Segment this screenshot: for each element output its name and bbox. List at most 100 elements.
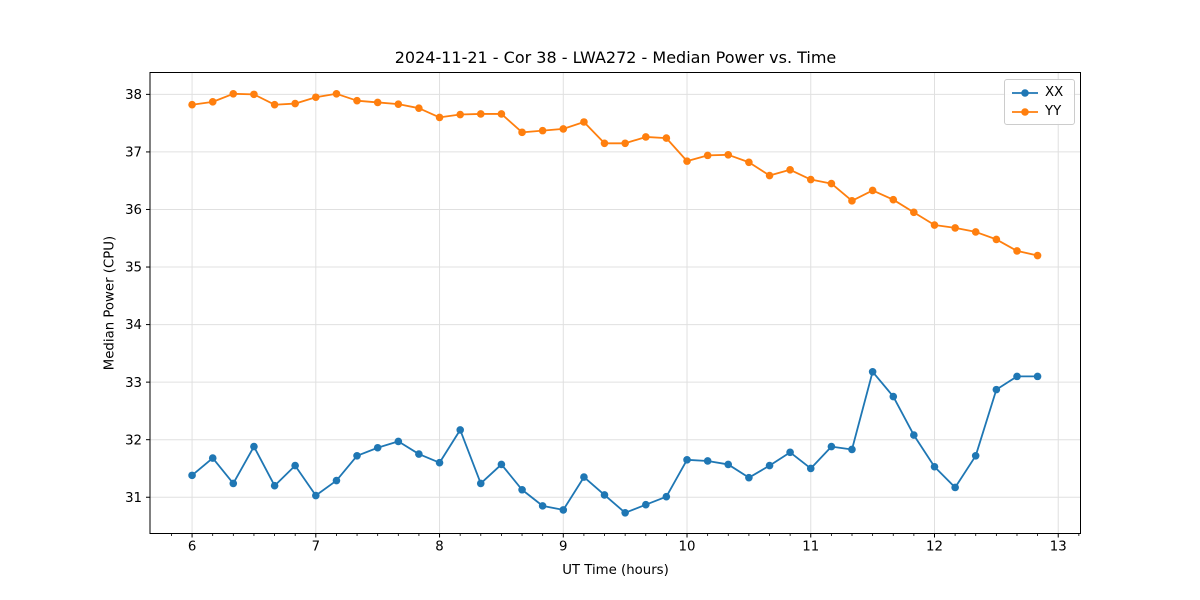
series-xx-point — [848, 445, 856, 454]
series-yy-point — [910, 208, 918, 217]
series-xx-point — [332, 476, 341, 485]
y-tick-label: 33 — [125, 376, 142, 391]
series-yy-point — [806, 175, 815, 184]
x-tick-label: 11 — [802, 539, 819, 554]
series-yy-point — [559, 125, 568, 133]
legend-item-yy: YY — [1011, 103, 1067, 120]
x-tick-label: 9 — [559, 539, 567, 554]
y-tick-label: 37 — [125, 146, 142, 161]
series-xx-point — [951, 483, 959, 492]
series-xx-point — [456, 426, 465, 434]
series-yy-point — [951, 224, 959, 232]
series-xx-line — [191, 370, 1039, 514]
series-xx-point — [600, 491, 609, 499]
series-yy-point — [332, 89, 341, 98]
series-xx-point — [827, 442, 836, 451]
series-yy-point — [621, 139, 629, 148]
x-tick-label: 13 — [1050, 539, 1067, 554]
series-xx-point — [889, 392, 898, 401]
series-xx-point — [208, 454, 217, 462]
series-yy-point — [188, 100, 196, 109]
chart-title: 2024-11-21 - Cor 38 - LWA272 - Median Po… — [394, 48, 837, 67]
series-yy-point — [435, 113, 444, 122]
series-xx-point — [373, 443, 382, 452]
series-xx-point — [580, 473, 588, 481]
series-xx-point — [250, 442, 258, 451]
legend-item-xx: XX — [1011, 84, 1067, 101]
series-yy-point — [662, 134, 671, 142]
series-yy-point — [745, 158, 753, 167]
series-yy-point — [724, 151, 733, 159]
legend-swatch-yy-icon — [1012, 107, 1038, 116]
series-xx-point — [662, 492, 671, 501]
series-yy-point — [373, 98, 382, 107]
series-yy-point — [580, 118, 588, 126]
series-yy-point — [229, 89, 238, 98]
series-yy-point — [889, 195, 898, 204]
series-yy-point — [518, 128, 526, 137]
series-yy-point — [353, 96, 361, 105]
y-axis-label: Median Power (CPU) — [102, 235, 118, 371]
series-yy-point — [291, 99, 299, 108]
series-xx-point — [415, 450, 423, 458]
series-xx-point — [683, 456, 691, 464]
series-yy-point — [476, 110, 485, 118]
legend-label-xx: XX — [1045, 85, 1064, 100]
series-xx-point — [745, 473, 753, 482]
y-tick-label: 34 — [125, 318, 142, 333]
series-yy-point — [868, 186, 877, 195]
series-xx-point — [868, 367, 877, 376]
series-yy-point — [497, 110, 506, 118]
series-yy-point — [971, 228, 980, 236]
series-yy-point — [270, 100, 279, 109]
series-xx-point — [291, 461, 299, 470]
series-xx-point — [621, 508, 629, 517]
series-xx-point — [992, 385, 1001, 394]
series-yy-point — [600, 139, 609, 148]
series-yy-point — [208, 98, 217, 106]
series-xx-point — [518, 485, 526, 494]
series-yy-point — [250, 90, 258, 99]
series-yy-point — [992, 235, 1001, 244]
series-yy-point — [415, 104, 423, 112]
series-yy-point — [765, 171, 774, 180]
series-yy-point — [538, 126, 547, 135]
series-yy-point — [456, 110, 465, 119]
x-tick-label: 12 — [926, 539, 943, 554]
series-xx-point — [971, 452, 980, 460]
series-yy-point — [312, 93, 320, 102]
series-xx-point — [1013, 372, 1021, 381]
series-xx-point — [765, 461, 774, 470]
x-tick-label: 8 — [435, 539, 443, 554]
series-xx-point — [229, 479, 238, 488]
x-tick-label: 7 — [312, 539, 320, 554]
y-tick-label: 38 — [125, 88, 142, 103]
x-tick-label: 10 — [679, 539, 696, 554]
y-tick-label: 35 — [125, 261, 142, 276]
series-xx-point — [559, 506, 568, 514]
series-xx-point — [312, 491, 320, 500]
series-xx-point — [394, 437, 403, 446]
series-yy-point — [642, 133, 650, 141]
series-yy-point — [683, 157, 691, 165]
series-xx-point — [353, 452, 361, 460]
series-yy-point — [1033, 251, 1042, 260]
series-xx-point — [806, 464, 815, 473]
legend-label-yy: YY — [1045, 104, 1062, 119]
series-xx-point — [642, 500, 650, 509]
series-yy-line — [191, 92, 1039, 257]
y-tick-label: 31 — [125, 491, 142, 506]
axes-spines — [149, 72, 1081, 534]
series-xx-point — [930, 462, 939, 471]
series-yy-point — [394, 100, 403, 108]
series-xx-point — [476, 479, 485, 488]
legend-swatch-xx-icon — [1012, 88, 1038, 97]
series-xx-point — [497, 460, 506, 469]
series-yy-point — [703, 151, 712, 160]
series-yy-point — [848, 197, 856, 205]
x-axis-label: UT Time (hours) — [562, 563, 669, 578]
series-xx-point — [910, 431, 918, 439]
series-xx-point — [724, 460, 733, 469]
